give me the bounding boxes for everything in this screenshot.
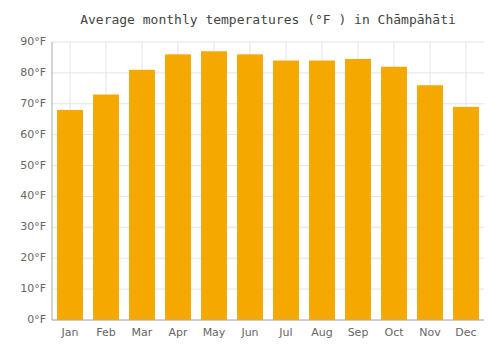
y-axis-line <box>52 42 53 320</box>
x-tick-label: Aug <box>311 326 332 339</box>
x-tick-label: Mar <box>132 326 153 339</box>
x-tick-label: Sep <box>348 326 369 339</box>
bar <box>309 61 335 320</box>
x-axis-line <box>52 320 484 321</box>
bars <box>57 51 479 320</box>
bar <box>201 51 227 320</box>
y-tick-label: 10°F <box>20 282 46 295</box>
y-tick-label: 60°F <box>20 128 46 141</box>
y-tick-label: 20°F <box>20 251 46 264</box>
y-grid-line <box>52 320 484 321</box>
x-tick-label: Oct <box>384 326 404 339</box>
chart-container: 0°F 10°F 20°F 30°F 40°F 50°F 60°F 70°F 80°F 90°F J… <box>0 0 500 350</box>
bar <box>453 107 479 320</box>
y-tick-label: 50°F <box>20 159 46 172</box>
y-tick-label: 90°F <box>20 35 46 48</box>
x-tick-label: Jul <box>278 326 292 339</box>
bar <box>381 67 407 320</box>
bar <box>57 110 83 320</box>
grid <box>52 42 484 320</box>
bar <box>345 59 371 320</box>
bar <box>417 85 443 320</box>
x-tick-label: Apr <box>168 326 188 339</box>
x-axis: Jan Feb Mar Apr May Jun Jul Aug Sep Oct Nov Dec <box>61 326 477 339</box>
y-grid-line <box>52 42 484 43</box>
bar <box>165 54 191 320</box>
y-tick-label: 80°F <box>20 66 46 79</box>
x-tick-label: Dec <box>455 326 476 339</box>
bar <box>129 70 155 320</box>
y-tick-label: 30°F <box>20 220 46 233</box>
y-grid-line <box>52 72 484 73</box>
y-tick-label: 70°F <box>20 97 46 110</box>
y-tick-label: 0°F <box>27 313 46 326</box>
y-axis: 0°F 10°F 20°F 30°F 40°F 50°F 60°F 70°F 80°F 90°F <box>20 35 46 326</box>
x-tick-label: Jan <box>61 326 79 339</box>
x-tick-label: Jun <box>240 326 258 339</box>
bar <box>273 61 299 320</box>
bar <box>237 54 263 320</box>
y-tick-label: 40°F <box>20 189 46 202</box>
chart: 0°F 10°F 20°F 30°F 40°F 50°F 60°F 70°F 80°F 90°F J… <box>0 0 500 350</box>
bar <box>93 95 119 320</box>
x-tick-label: Nov <box>419 326 441 339</box>
x-tick-label: Feb <box>96 326 115 339</box>
title: Average monthly temperatures (°F ) in Ch… <box>80 12 456 27</box>
x-tick-label: May <box>203 326 226 339</box>
